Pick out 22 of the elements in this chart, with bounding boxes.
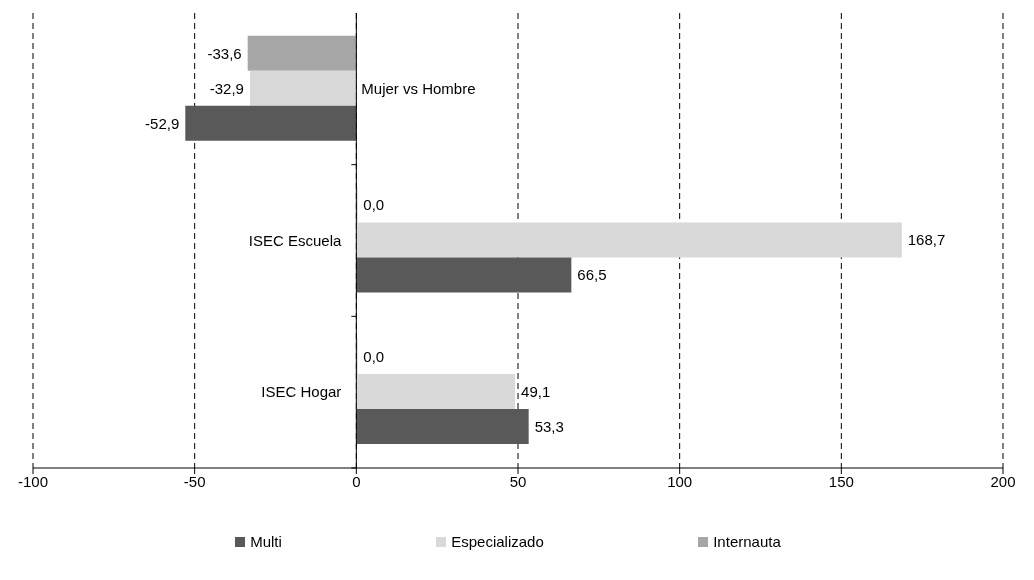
legend-label: Internauta <box>713 533 781 550</box>
y-tick-label: ISEC Hogar <box>261 383 342 401</box>
y-tick-label: Mujer vs Hombre <box>361 80 476 98</box>
x-tick-label: 150 <box>828 472 854 490</box>
data-label: 66,5 <box>577 266 607 284</box>
x-tick-label: -100 <box>17 472 49 490</box>
legend-label: Multi <box>250 533 282 550</box>
y-tick-label: ISEC Escuela <box>248 231 342 249</box>
data-label: 168,7 <box>907 231 946 249</box>
data-label: -52,9 <box>145 114 180 132</box>
x-tick-label: 0 <box>352 472 361 490</box>
data-label: 0,0 <box>363 196 385 214</box>
data-label: -32,9 <box>209 79 244 97</box>
data-label: 49,1 <box>521 382 551 400</box>
x-tick-label: 200 <box>990 472 1016 490</box>
data-label: 53,3 <box>534 417 564 435</box>
x-tick-label: 50 <box>509 472 527 490</box>
data-label: -33,6 <box>207 44 242 62</box>
legend-label: Especializado <box>451 533 544 550</box>
data-label: 0,0 <box>363 347 385 365</box>
x-tick-label: -50 <box>183 472 206 490</box>
x-tick-label: 100 <box>667 472 693 490</box>
